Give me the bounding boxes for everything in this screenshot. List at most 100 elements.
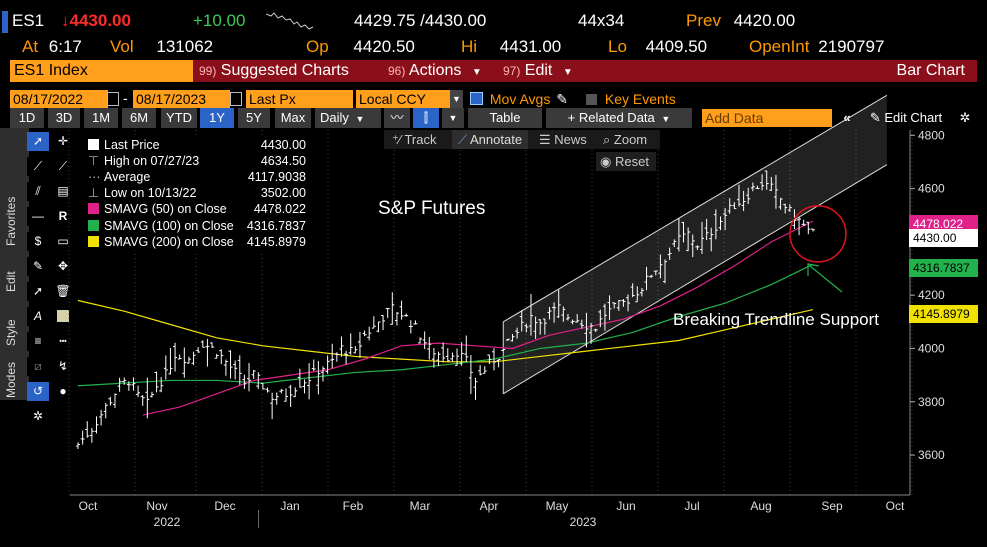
trend-channel-fill [503, 95, 887, 394]
low-label: Lo [608, 37, 627, 56]
gear-icon[interactable]: ✲ [955, 108, 975, 128]
high-price: 4431.00 [499, 37, 562, 56]
x-tick-label: Feb [343, 499, 364, 513]
currency-tool-icon[interactable]: $ [27, 232, 49, 251]
annotation-arrow-head [807, 263, 820, 276]
font-tool-icon[interactable]: A [27, 307, 49, 326]
annotate-button[interactable]: ⟋ Annotate [452, 130, 529, 149]
actions-menu[interactable]: 96) Actions ▼ [382, 60, 499, 82]
year-divider [258, 510, 259, 528]
settings-icon[interactable]: ✲ [27, 407, 49, 426]
zoom-button[interactable]: ⌕ Zoom [603, 132, 647, 148]
bid-ask: 4429.75 /4430.00 [354, 11, 487, 30]
mov-avgs-toggle[interactable]: Mov Avgs ✎ [470, 90, 568, 108]
legend-low-value: 3502.00 [260, 186, 306, 200]
line-style-button[interactable]: 〰 [384, 108, 410, 128]
caret-down-icon: ▼ [661, 114, 671, 124]
table-label: Table [489, 110, 521, 125]
sma100-line [77, 263, 814, 387]
x-tick-label: Oct [79, 499, 98, 513]
annotate-mode-icon[interactable]: ⧄ [27, 357, 49, 376]
collapse-arrow-icon[interactable]: « [836, 108, 858, 128]
legend-average-value: 4117.9038 [247, 170, 306, 184]
related-data-menu[interactable]: + Related Data ▼ [546, 108, 692, 128]
text-tool-icon[interactable]: R [52, 207, 74, 226]
link-mode-icon[interactable]: ↯ [52, 357, 74, 376]
ticker-color-marker [2, 11, 8, 33]
x-tick-label: Jul [684, 499, 699, 513]
fill-color-icon[interactable] [52, 307, 74, 326]
end-date-field[interactable]: 08/17/2023 [133, 90, 230, 108]
currency-select[interactable]: Local CCY ▼ [356, 90, 463, 108]
edit-chart-label: Edit Chart [884, 110, 943, 125]
select-tool-icon[interactable]: ➚ [27, 282, 49, 301]
high-label: Hi [461, 37, 478, 56]
hline-tool-icon[interactable]: — [27, 207, 49, 226]
edit-menu[interactable]: 97) Edit ▼ [497, 60, 587, 82]
pencil-icon: ✎ [870, 110, 881, 125]
currency-value: Local CCY [359, 91, 426, 107]
security-field[interactable]: ES1 Index [10, 60, 194, 82]
edit-chart-button[interactable]: ✎ Edit Chart [860, 108, 952, 128]
caret-down-icon: ▼ [471, 67, 482, 78]
table-button[interactable]: Table [468, 108, 542, 128]
volume: 131062 [156, 37, 214, 56]
y-tick-label: 3800 [918, 395, 945, 409]
open-interest-label: OpenInt [749, 37, 810, 56]
annotate-label: Annotate [470, 132, 523, 147]
period-button-5y[interactable]: 5Y [238, 108, 270, 128]
pencil-icon[interactable]: ✎ [556, 91, 568, 107]
actions-label: Actions [408, 62, 462, 79]
cursor-tool-icon[interactable]: ➚ [27, 132, 49, 151]
period-button-6m[interactable]: 6M [122, 108, 156, 128]
style-dropdown[interactable]: ▼ [442, 108, 464, 128]
calendar-icon[interactable] [107, 92, 119, 106]
refresh-mode-icon[interactable]: ↺ [27, 382, 49, 401]
x-tick-label: Oct [886, 499, 905, 513]
ticker: ES1 [12, 11, 45, 30]
bar-style-button[interactable]: ⫿ [413, 108, 439, 128]
chart-annotation-breaking: Breaking Trendline Support [673, 310, 880, 329]
channel-tool-icon[interactable]: ⫽ [27, 182, 49, 201]
move-tool-icon[interactable]: ✥ [52, 257, 74, 276]
last-price: 4430.00 [69, 11, 131, 30]
period-button-3d[interactable]: 3D [48, 108, 80, 128]
trendline-tool-icon[interactable]: ⟋ [27, 157, 49, 176]
ray-tool-icon[interactable]: ⟋ [52, 157, 74, 176]
add-data-placeholder: Add Data [705, 110, 764, 126]
period-button-1d[interactable]: 1D [10, 108, 44, 128]
period-button-max[interactable]: Max [275, 108, 311, 128]
edit-label: Edit [524, 62, 553, 79]
line-weight-icon[interactable]: ≡ [27, 332, 49, 351]
low-price: 4409.50 [645, 37, 708, 56]
track-button[interactable]: ⁺⁄ Track [392, 132, 436, 148]
x-tick-label: Dec [214, 499, 235, 513]
news-button[interactable]: ☰ News [539, 132, 587, 148]
frequency-value: Daily [320, 110, 349, 125]
calendar-icon[interactable] [230, 92, 242, 106]
legend-sma50: SMAVG (50) on Close [88, 202, 227, 217]
sma100-tag: 4316.7837 [909, 259, 978, 277]
checkbox-icon[interactable] [586, 94, 597, 105]
x-tick-label: Sep [821, 499, 843, 513]
frequency-select[interactable]: Daily ▼ [315, 108, 381, 128]
x-tick-label: Jan [280, 499, 299, 513]
period-button-ytd[interactable]: YTD [161, 108, 197, 128]
suggested-charts-button[interactable]: 99) Suggested Charts [193, 60, 383, 82]
key-events-toggle[interactable]: Key Events [586, 90, 676, 108]
start-date-field[interactable]: 08/17/2022 [10, 90, 108, 108]
pencil-tool-icon[interactable]: ✎ [27, 257, 49, 276]
at-label: At [22, 37, 39, 56]
reset-button[interactable]: ◉ Reset [596, 152, 656, 171]
field-select[interactable]: Last Px [246, 90, 353, 108]
period-button-1m[interactable]: 1M [84, 108, 118, 128]
x-tick-label: Jun [616, 499, 635, 513]
add-data-input[interactable]: Add Data [702, 109, 832, 127]
open-label: Op [306, 37, 329, 56]
annotate-icon: ⟋ [458, 132, 468, 147]
checkbox-checked-icon[interactable] [470, 92, 483, 105]
legend-last-price: Last Price [88, 138, 160, 153]
x-tick-label: Aug [750, 499, 771, 513]
period-button-1y[interactable]: 1Y [200, 108, 234, 128]
